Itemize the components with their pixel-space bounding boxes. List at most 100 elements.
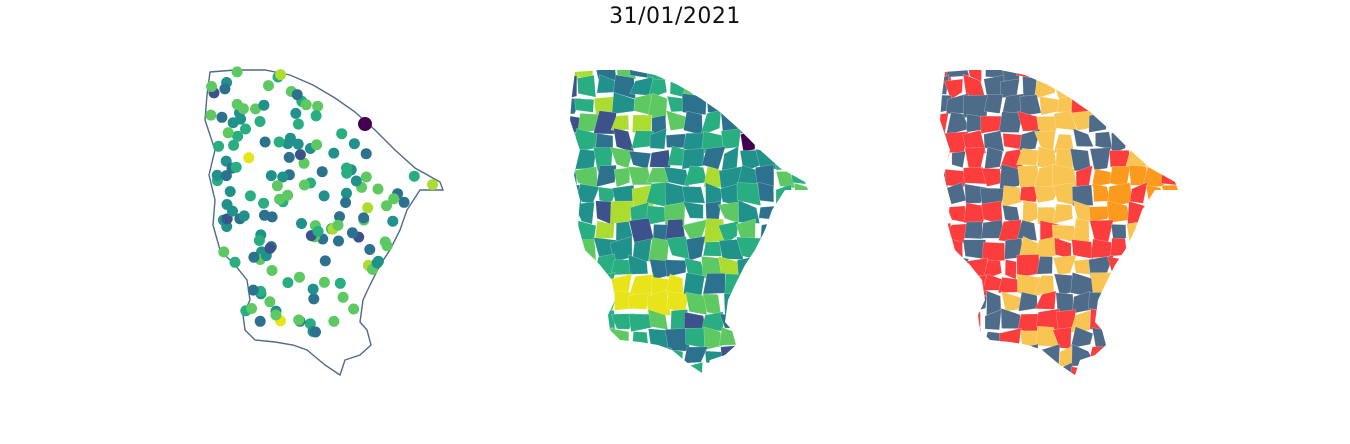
municipality-polygon — [683, 70, 704, 80]
station-dot — [218, 246, 230, 258]
station-dot — [360, 148, 372, 160]
station-dot — [381, 240, 393, 252]
municipality-polygon — [1161, 146, 1178, 169]
station-dot — [227, 205, 238, 217]
municipality-polygon — [1128, 127, 1151, 154]
municipality-polygon — [1126, 276, 1149, 298]
station-dot — [282, 277, 294, 289]
station-dot — [310, 326, 321, 338]
station-dot — [266, 265, 278, 276]
municipality-polygon — [1017, 313, 1040, 334]
municipality-polygon — [1125, 70, 1147, 80]
municipality-polygon — [1107, 75, 1130, 101]
municipality-polygon — [754, 260, 775, 275]
municipality-polygon — [790, 70, 808, 82]
municipality-polygon — [963, 202, 988, 226]
municipality-polygon — [754, 367, 775, 375]
municipality-polygon — [1106, 70, 1130, 78]
municipality-polygon — [719, 326, 738, 346]
municipality-polygon — [1088, 292, 1109, 312]
municipality-polygon — [940, 112, 949, 135]
municipality-polygon — [570, 200, 582, 225]
municipality-polygon — [999, 164, 1023, 191]
municipality-polygons — [570, 62, 821, 375]
station-dot — [298, 157, 310, 169]
municipality-polygon — [739, 326, 761, 350]
municipality-polygon — [1111, 309, 1129, 331]
municipality-polygon — [792, 330, 808, 352]
municipality-polygon — [1112, 325, 1133, 351]
municipality-polygon — [647, 92, 668, 118]
municipality-polygon — [774, 345, 798, 371]
municipality-polygon — [774, 327, 794, 349]
municipality-polygon — [1181, 93, 1190, 118]
municipality-polygon — [701, 75, 726, 94]
municipality-polygon — [998, 327, 1022, 351]
municipality-polygon — [1180, 222, 1190, 241]
municipality-polygon — [577, 290, 599, 311]
municipality-polygon — [1054, 237, 1072, 259]
municipality-polygon — [1159, 238, 1178, 260]
municipality-polygon — [610, 361, 636, 375]
municipality-polygon — [1182, 311, 1190, 330]
municipality-polygon — [1143, 111, 1168, 135]
municipality-polygon — [757, 329, 776, 349]
municipality-polygon — [1018, 343, 1039, 369]
municipality-polygon — [1108, 290, 1131, 316]
municipality-polygon — [1144, 219, 1163, 242]
municipality-polygon — [720, 344, 744, 368]
station-dot — [230, 161, 242, 173]
municipality-polygon — [1035, 365, 1058, 375]
municipality-polygon — [1002, 70, 1020, 82]
municipality-polygon — [631, 345, 649, 369]
municipality-polygon — [809, 62, 821, 77]
municipality-polygon — [1180, 344, 1190, 365]
municipality-polygon — [615, 221, 633, 242]
municipality-polygon — [1124, 312, 1148, 332]
municipality-polygon — [758, 205, 778, 220]
municipality-polygon — [1107, 112, 1130, 130]
municipality-polygon — [1162, 218, 1178, 245]
municipality-polygon — [1017, 219, 1038, 242]
station-dot — [300, 99, 312, 111]
municipality-polygon — [1095, 131, 1113, 150]
station-dot — [206, 81, 218, 92]
municipality-polygon — [1147, 344, 1168, 369]
municipality-polygon — [940, 363, 949, 375]
municipality-polygon — [597, 294, 618, 313]
municipality-polygon — [1072, 218, 1090, 244]
station-dot — [340, 197, 352, 208]
municipality-polygon — [1037, 343, 1061, 367]
municipality-polygon — [628, 313, 652, 333]
municipality-polygon — [775, 92, 792, 112]
municipality-polygon — [721, 362, 740, 375]
municipality-polygon — [1145, 70, 1165, 79]
station-dot — [332, 219, 344, 231]
municipality-polygon — [794, 222, 808, 245]
station-dot — [294, 149, 306, 161]
municipality-polygon — [570, 329, 581, 349]
station-dot — [334, 277, 346, 289]
station-dot — [362, 202, 374, 214]
municipality-polygon — [1125, 238, 1144, 261]
municipality-polygon — [967, 295, 988, 314]
municipality-polygon — [790, 240, 808, 262]
station-dot — [263, 80, 274, 92]
municipality-polygon — [1111, 128, 1129, 154]
municipality-polygon — [1106, 344, 1132, 370]
municipality-polygon — [720, 128, 742, 150]
municipality-polygon — [1108, 93, 1128, 119]
station-dot — [274, 193, 286, 205]
municipality-polygon — [1019, 128, 1041, 151]
municipality-polygon — [596, 165, 617, 188]
station-dot — [219, 83, 231, 95]
municipality-polygon — [594, 220, 615, 240]
municipality-polygon — [962, 311, 981, 330]
municipality-polygon — [1127, 91, 1150, 116]
municipality-polygon — [1072, 78, 1096, 101]
municipality-polygon — [1002, 133, 1023, 150]
municipality-polygon — [1142, 78, 1166, 100]
municipality-polygon — [794, 182, 808, 207]
station-dot — [211, 169, 223, 181]
municipality-polygon — [809, 291, 820, 314]
